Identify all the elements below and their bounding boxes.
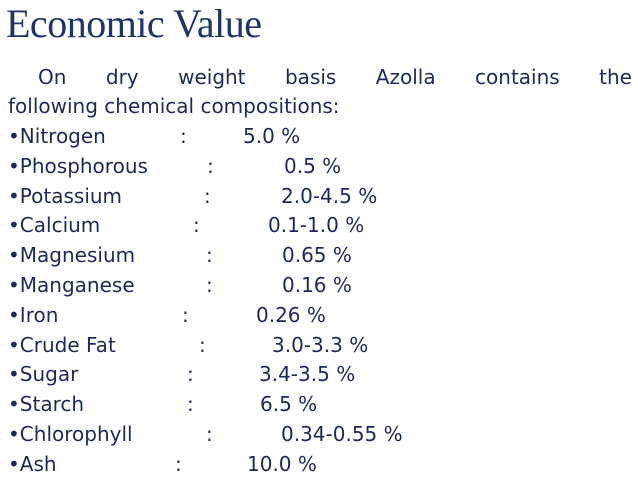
- separator: :: [207, 153, 214, 178]
- component-value: 5.0 %: [243, 124, 301, 148]
- separator: :: [204, 183, 211, 208]
- component-name: •Magnesium: [8, 243, 136, 268]
- component-value: 0.26 %: [256, 302, 326, 327]
- component-name: •Potassium: [8, 183, 123, 208]
- component-value: 3.0-3.3 %: [272, 332, 369, 357]
- composition-row: •Manganese: 0.16 %: [0, 270, 638, 300]
- intro-line: following chemical compositions:: [8, 94, 340, 118]
- composition-row: •Calcium: 0.1-1.0 %: [0, 210, 638, 240]
- component-name: •Sugar: [8, 362, 79, 387]
- separator: :: [199, 332, 206, 357]
- component-name: •Calcium: [8, 213, 101, 238]
- component-name: •Ash: [8, 451, 57, 476]
- separator: :: [206, 243, 213, 268]
- composition-row: •Chlorophyll: 0.34-0.55 %: [0, 419, 638, 449]
- component-value: 0.65 %: [282, 243, 352, 268]
- slide-title: Economic Value: [6, 1, 262, 46]
- composition-row: •Phosphorous: 0.5 %: [0, 151, 638, 181]
- composition-row: •Magnesium: 0.65 %: [0, 240, 638, 270]
- separator: :: [175, 451, 182, 476]
- component-value: 6.5 %: [260, 392, 318, 417]
- separator: :: [180, 124, 187, 148]
- component-value: 10.0 %: [247, 451, 317, 476]
- component-value: 0.34-0.55 %: [281, 422, 403, 446]
- separator: :: [187, 362, 194, 387]
- intro-line: On dry weight basis Azolla contains the: [38, 65, 632, 89]
- component-value: 0.16 %: [282, 273, 352, 297]
- separator: :: [206, 422, 213, 446]
- composition-row: •Potassium: 2.0-4.5 %: [0, 181, 638, 211]
- composition-row: •Crude Fat: 3.0-3.3 %: [0, 330, 638, 360]
- component-name: •Nitrogen: [8, 124, 106, 148]
- separator: :: [206, 273, 213, 297]
- composition-row: •Nitrogen: 5.0 %: [0, 121, 638, 151]
- component-value: 0.1-1.0 %: [268, 213, 365, 238]
- component-value: 0.5 %: [284, 153, 342, 178]
- separator: :: [187, 392, 194, 417]
- component-name: •Crude Fat: [8, 332, 116, 357]
- component-value: 3.4-3.5 %: [259, 362, 356, 387]
- separator: :: [193, 213, 200, 238]
- component-name: •Iron: [8, 302, 59, 327]
- composition-row: •Sugar: 3.4-3.5 %: [0, 359, 638, 389]
- composition-row: •Ash: 10.0 %: [0, 449, 638, 479]
- component-name: •Chlorophyll: [8, 422, 133, 446]
- component-name: •Manganese: [8, 273, 135, 297]
- component-name: •Phosphorous: [8, 153, 148, 178]
- component-value: 2.0-4.5 %: [281, 183, 378, 208]
- composition-row: •Starch: 6.5 %: [0, 389, 638, 419]
- separator: :: [182, 302, 189, 327]
- composition-row: •Iron: 0.26 %: [0, 300, 638, 330]
- component-name: •Starch: [8, 392, 85, 417]
